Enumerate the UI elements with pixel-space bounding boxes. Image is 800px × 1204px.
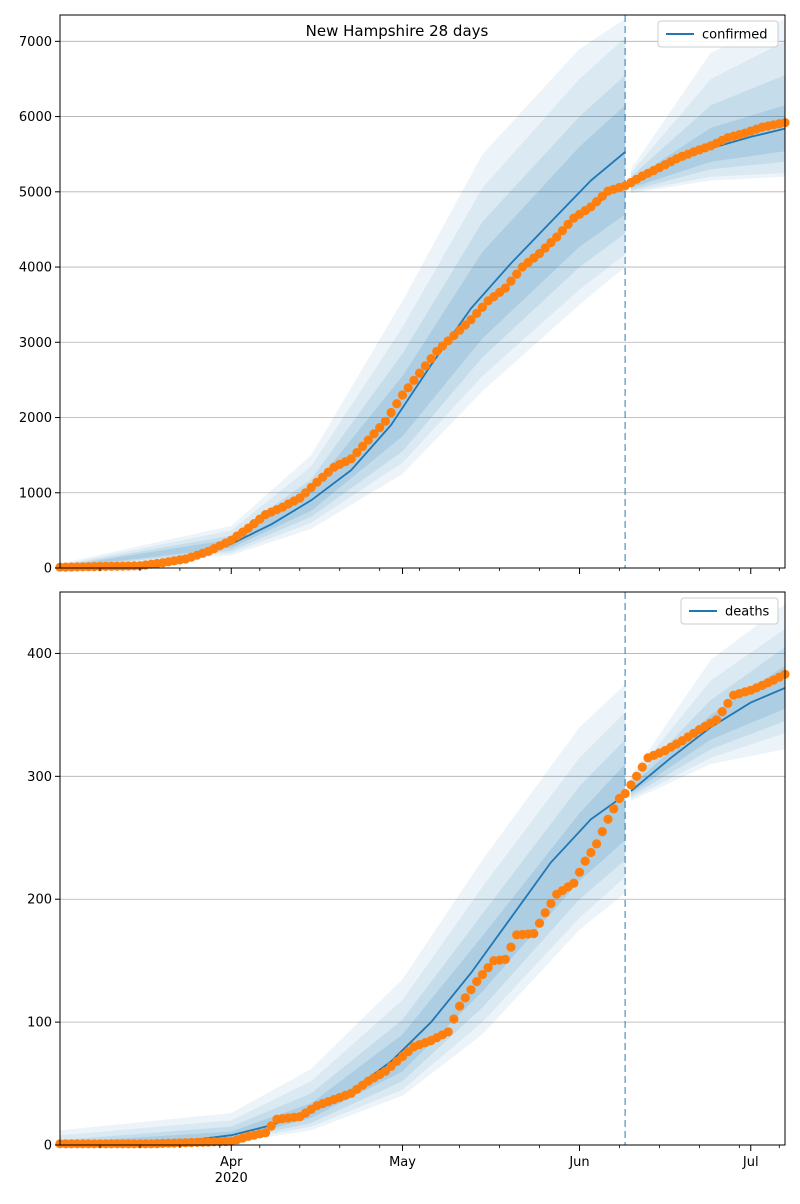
observed-point xyxy=(637,762,647,772)
observed-point xyxy=(534,248,545,259)
observed-point xyxy=(386,407,396,418)
observed-point xyxy=(534,918,545,928)
y-tick-label: 5000 xyxy=(19,185,52,200)
legend-confirmed-label: confirmed xyxy=(702,28,768,43)
legend-deaths-label: deaths xyxy=(725,605,770,620)
observed-point xyxy=(500,954,510,965)
observed-point xyxy=(540,243,550,253)
observed-point xyxy=(266,1121,276,1131)
observed-point xyxy=(546,898,556,909)
observed-point xyxy=(723,698,733,709)
confirmed-panel: 0 1000 2000 3000 4000 5000 6000 7000 New Hampsh… xyxy=(19,14,790,577)
observed-point xyxy=(592,839,602,849)
observed-point xyxy=(483,963,493,973)
y-tick-label: 2000 xyxy=(19,411,52,426)
observed-point xyxy=(620,788,630,799)
observed-point xyxy=(609,804,619,814)
observed-point xyxy=(363,435,373,445)
observed-point xyxy=(569,878,579,888)
observed-point xyxy=(472,977,482,987)
observed-point xyxy=(546,237,556,248)
observed-point xyxy=(603,814,613,824)
y-tick-label: 0 xyxy=(44,1139,52,1154)
observed-point xyxy=(415,368,425,378)
y-tick-label: 7000 xyxy=(19,35,52,50)
observed-point xyxy=(369,429,379,439)
legend-deaths: deaths xyxy=(680,597,779,625)
observed-point xyxy=(506,942,516,952)
x-tick-year-label: 2020 xyxy=(215,1171,248,1186)
y-tick-label: 100 xyxy=(27,1016,52,1031)
y-tick-label: 4000 xyxy=(19,261,52,276)
confidence-band xyxy=(60,684,626,1145)
legend-confirmed: confirmed xyxy=(657,20,779,48)
y-tick-label: 200 xyxy=(27,893,52,908)
observed-point xyxy=(375,423,385,433)
confidence-band xyxy=(60,712,626,1145)
observed-point xyxy=(346,454,356,464)
x-tick-label: May xyxy=(389,1155,416,1170)
x-tick-label: Apr xyxy=(220,1155,243,1170)
observed-point xyxy=(380,416,390,426)
observed-point xyxy=(580,856,590,866)
confidence-band xyxy=(630,41,785,192)
confidence-band xyxy=(630,18,785,194)
confidence-band xyxy=(60,105,626,569)
observed-point xyxy=(597,827,607,837)
observed-point xyxy=(552,232,562,242)
observed-point xyxy=(358,441,368,451)
confidence-band xyxy=(60,75,626,568)
observed-point xyxy=(500,283,510,293)
observed-point xyxy=(563,219,573,229)
observed-point xyxy=(466,315,476,325)
observed-point xyxy=(420,361,430,371)
confidence-band xyxy=(60,18,626,569)
observed-point xyxy=(557,226,568,236)
observed-point xyxy=(717,707,727,717)
confidence-band xyxy=(630,628,785,799)
y-tick-label: 1000 xyxy=(19,486,52,501)
observed-point xyxy=(512,269,522,279)
observed-point xyxy=(477,970,487,980)
observed-point xyxy=(472,308,482,318)
observed-point xyxy=(460,993,470,1003)
observed-point xyxy=(409,375,419,385)
y-tick-label: 400 xyxy=(27,647,52,662)
observed-point xyxy=(403,383,413,393)
observed-point xyxy=(540,908,550,918)
observed-point xyxy=(632,771,642,781)
observed-point xyxy=(449,1014,459,1024)
confidence-band xyxy=(60,739,626,1145)
confidence-band xyxy=(60,764,626,1145)
y-tick-label: 6000 xyxy=(19,110,52,125)
observed-point xyxy=(352,448,362,458)
x-tick-label: Jun xyxy=(568,1155,589,1170)
observed-point xyxy=(506,276,516,286)
x-tick-label: Jul xyxy=(742,1155,759,1170)
y-tick-label: 300 xyxy=(27,770,52,785)
y-tick-label: 0 xyxy=(44,562,52,577)
observed-point xyxy=(397,390,408,400)
observed-point xyxy=(466,985,476,995)
observed-point xyxy=(586,847,596,858)
observed-point xyxy=(529,929,539,939)
observed-point xyxy=(443,1027,453,1037)
observed-point xyxy=(455,1001,465,1011)
observed-point xyxy=(477,302,487,312)
observed-point xyxy=(392,399,402,409)
observed-point xyxy=(574,867,585,877)
observed-point xyxy=(711,715,722,725)
model-line xyxy=(59,794,626,1146)
observed-point xyxy=(626,780,636,790)
y-tick-label: 3000 xyxy=(19,336,52,351)
observed-point xyxy=(426,354,436,364)
chart-title: New Hampshire 28 days xyxy=(306,22,489,40)
observed-point xyxy=(260,1128,271,1138)
